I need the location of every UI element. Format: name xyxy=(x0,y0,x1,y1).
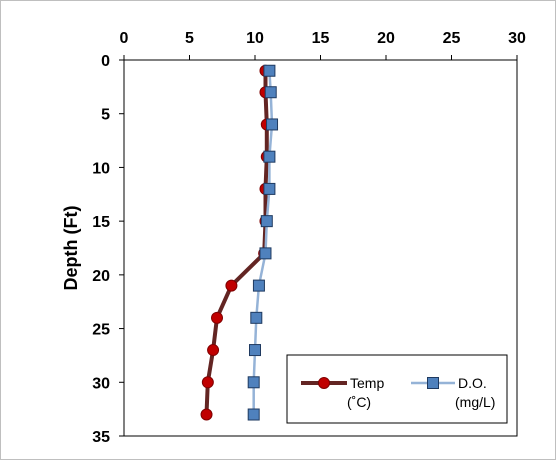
x-tick-label: 5 xyxy=(185,30,194,47)
x-tick-label: 0 xyxy=(120,30,129,47)
x-tick-label: 20 xyxy=(377,30,395,47)
legend-label-temp: Temp xyxy=(350,375,384,391)
y-axis-label: Depth (Ft) xyxy=(61,206,81,291)
legend-unit-temp: (˚C) xyxy=(347,394,371,410)
y-tick-label: 35 xyxy=(92,429,110,446)
data-point-temp xyxy=(207,344,220,357)
y-tick-label: 5 xyxy=(101,107,110,124)
data-point-temp xyxy=(201,376,214,389)
y-tick-label: 30 xyxy=(92,375,110,392)
legend-unit-d-o: (mg/L) xyxy=(455,394,495,410)
data-point-d-o xyxy=(250,311,263,324)
legend-marker-temp xyxy=(318,377,330,389)
y-tick-label: 0 xyxy=(101,53,110,70)
x-tick-label: 15 xyxy=(312,30,330,47)
y-tick-label: 20 xyxy=(92,268,110,285)
data-point-d-o xyxy=(266,118,279,131)
data-point-temp xyxy=(225,279,238,292)
legend-box xyxy=(286,354,508,424)
y-tick-label: 10 xyxy=(92,160,110,177)
data-point-d-o xyxy=(264,86,277,99)
data-point-temp xyxy=(200,408,213,421)
x-tick-label: 25 xyxy=(443,30,461,47)
data-point-d-o xyxy=(260,215,273,228)
legend: Temp (˚C) D.O. (mg/L) xyxy=(286,354,508,424)
data-point-d-o xyxy=(263,150,276,163)
data-point-d-o xyxy=(247,408,260,421)
data-point-d-o xyxy=(247,376,260,389)
data-point-d-o xyxy=(259,247,272,260)
x-tick-label: 10 xyxy=(246,30,264,47)
data-point-temp xyxy=(211,311,224,324)
x-tick-label: 30 xyxy=(508,30,526,47)
data-point-d-o xyxy=(252,279,265,292)
data-point-d-o xyxy=(263,64,276,77)
series-layer xyxy=(200,64,279,421)
legend-marker-d-o xyxy=(427,377,439,389)
y-tick-label: 25 xyxy=(92,322,110,339)
data-point-d-o xyxy=(263,182,276,195)
y-axis: 0 5 10 15 20 25 30 35 xyxy=(92,53,124,446)
legend-label-d-o: D.O. xyxy=(458,375,487,391)
x-axis: 0 5 10 15 20 25 30 xyxy=(120,30,526,60)
data-point-d-o xyxy=(249,344,261,357)
y-tick-label: 15 xyxy=(92,214,110,231)
